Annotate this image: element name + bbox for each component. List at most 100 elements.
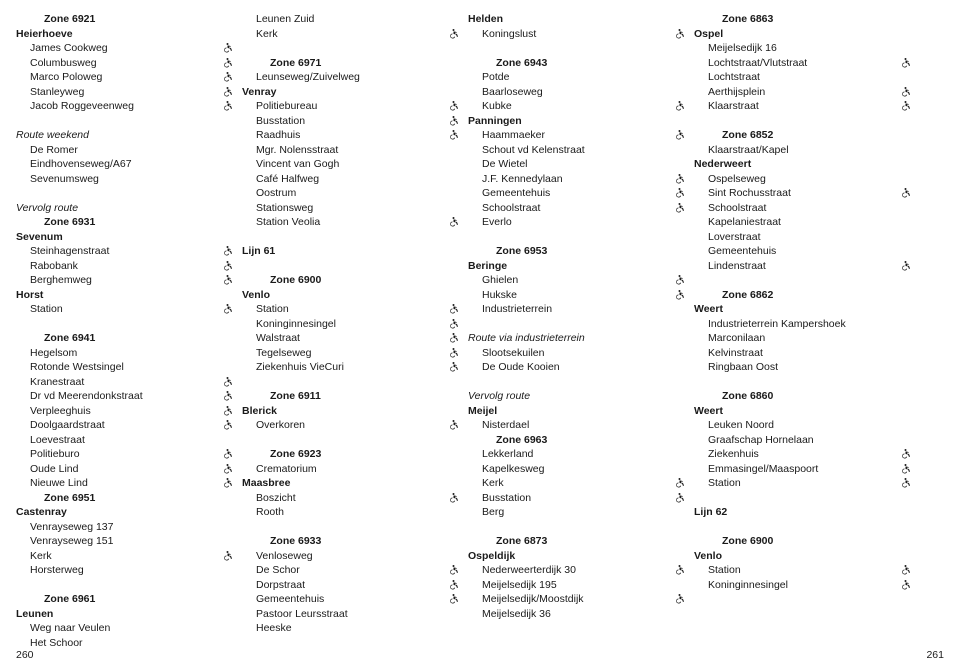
page-number-right: 261 (926, 649, 944, 661)
stop-label: Weg naar Veulen (16, 621, 110, 636)
wheelchair-icon (900, 579, 912, 591)
list-row (694, 520, 912, 535)
list-row: Pastoor Leursstraat (242, 607, 460, 622)
list-row: Sevenumsweg (16, 172, 234, 187)
list-row: Weert (694, 404, 912, 419)
list-row: Venlo (694, 549, 912, 564)
list-row: Gemeentehuis (242, 592, 460, 607)
zone-label: Zone 6953 (468, 244, 547, 259)
list-row: Oude Lind (16, 462, 234, 477)
stop-label: Oude Lind (16, 462, 78, 477)
list-row: Schoolstraat (694, 201, 912, 216)
stop-label: Station Veolia (242, 215, 320, 230)
stop-label: Politiebureau (242, 99, 317, 114)
list-row: J.F. Kennedylaan (468, 172, 686, 187)
wheelchair-icon (222, 477, 234, 489)
wheelchair-icon (448, 492, 460, 504)
stop-label: Station (242, 302, 289, 317)
list-row: Potde (468, 70, 686, 85)
zone-label: Zone 6941 (16, 331, 95, 346)
stop-label: Overkoren (242, 418, 305, 433)
wheelchair-icon (674, 492, 686, 504)
list-row: Kapelkesweg (468, 462, 686, 477)
list-row: Stanleyweg (16, 85, 234, 100)
list-row: Oostrum (242, 186, 460, 201)
wheelchair-icon (674, 202, 686, 214)
stop-label: Leunen Zuid (242, 12, 314, 27)
list-row (16, 578, 234, 593)
list-row: Aerthijsplein (694, 85, 912, 100)
list-row: Everlo (468, 215, 686, 230)
stop-label: Rooth (242, 505, 284, 520)
list-row: Café Halfweg (242, 172, 460, 187)
stop-label: Loevestraat (16, 433, 85, 448)
column-2: HeldenKoningslust Zone 6943PotdeBaarlose… (468, 12, 686, 650)
place-label: Sevenum (16, 230, 63, 245)
list-row: Zone 6900 (242, 273, 460, 288)
stop-label: Schout vd Kelenstraat (468, 143, 585, 158)
list-row: Overkoren (242, 418, 460, 433)
list-row: Klaarstraat (694, 99, 912, 114)
list-row: Zone 6900 (694, 534, 912, 549)
stop-label: Station (694, 476, 741, 491)
list-row: Zone 6941 (16, 331, 234, 346)
list-row: Kelvinstraat (694, 346, 912, 361)
wheelchair-icon (222, 260, 234, 272)
list-row (242, 259, 460, 274)
list-row: De Romer (16, 143, 234, 158)
stop-label: Nederweerterdijk 30 (468, 563, 576, 578)
wheelchair-icon (448, 303, 460, 315)
list-row: Zone 6951 (16, 491, 234, 506)
zone-label: Zone 6951 (16, 491, 95, 506)
wheelchair-icon (222, 71, 234, 83)
list-row: Venray (242, 85, 460, 100)
list-row: Heierhoeve (16, 27, 234, 42)
list-row: Vervolg route (16, 201, 234, 216)
stop-label: Boszicht (242, 491, 296, 506)
stop-label: Haammaeker (468, 128, 545, 143)
wheelchair-icon (900, 564, 912, 576)
column-1: Leunen ZuidKerk Zone 6971Leunseweg/Zuive… (242, 12, 460, 650)
list-row: Zone 6911 (242, 389, 460, 404)
list-row: Nieuwe Lind (16, 476, 234, 491)
italic-label: Route via industrieterrein (468, 331, 585, 346)
stop-label: Koninginnesingel (694, 578, 788, 593)
list-row: Busstation (242, 114, 460, 129)
wheelchair-icon (900, 477, 912, 489)
list-row: Weert (694, 302, 912, 317)
list-row: Zone 6923 (242, 447, 460, 462)
list-row: Emmasingel/Maaspoort (694, 462, 912, 477)
place-label: Helden (468, 12, 503, 27)
list-row (16, 186, 234, 201)
zone-label: Zone 6852 (694, 128, 773, 143)
wheelchair-icon (448, 28, 460, 40)
list-row: Berg (468, 505, 686, 520)
stop-label: De Romer (16, 143, 78, 158)
list-row: Stationsweg (242, 201, 460, 216)
list-row: Leunseweg/Zuivelweg (242, 70, 460, 85)
wheelchair-icon (674, 477, 686, 489)
stop-label: Nieuwe Lind (16, 476, 88, 491)
place-label: Venlo (694, 549, 722, 564)
stop-label: Kapelkesweg (468, 462, 544, 477)
list-row: Kapelaniestraat (694, 215, 912, 230)
wheelchair-icon (448, 115, 460, 127)
stop-label: Leuken Noord (694, 418, 774, 433)
list-row: Lijn 62 (694, 505, 912, 520)
wheelchair-icon (222, 550, 234, 562)
place-label: Maasbree (242, 476, 290, 491)
italic-label: Vervolg route (16, 201, 78, 216)
wheelchair-icon (222, 57, 234, 69)
list-row: Lindenstraat (694, 259, 912, 274)
stop-label: Slootsekuilen (468, 346, 544, 361)
stop-label: Kapelaniestraat (694, 215, 781, 230)
stop-label: Pastoor Leursstraat (242, 607, 348, 622)
zone-label: Zone 6943 (468, 56, 547, 71)
wheelchair-icon (674, 564, 686, 576)
list-row: Busstation (468, 491, 686, 506)
wheelchair-icon (900, 187, 912, 199)
list-row: Politiebureau (242, 99, 460, 114)
place-label: Ospel (694, 27, 723, 42)
list-row: Schout vd Kelenstraat (468, 143, 686, 158)
stop-label: Horsterweg (16, 563, 84, 578)
